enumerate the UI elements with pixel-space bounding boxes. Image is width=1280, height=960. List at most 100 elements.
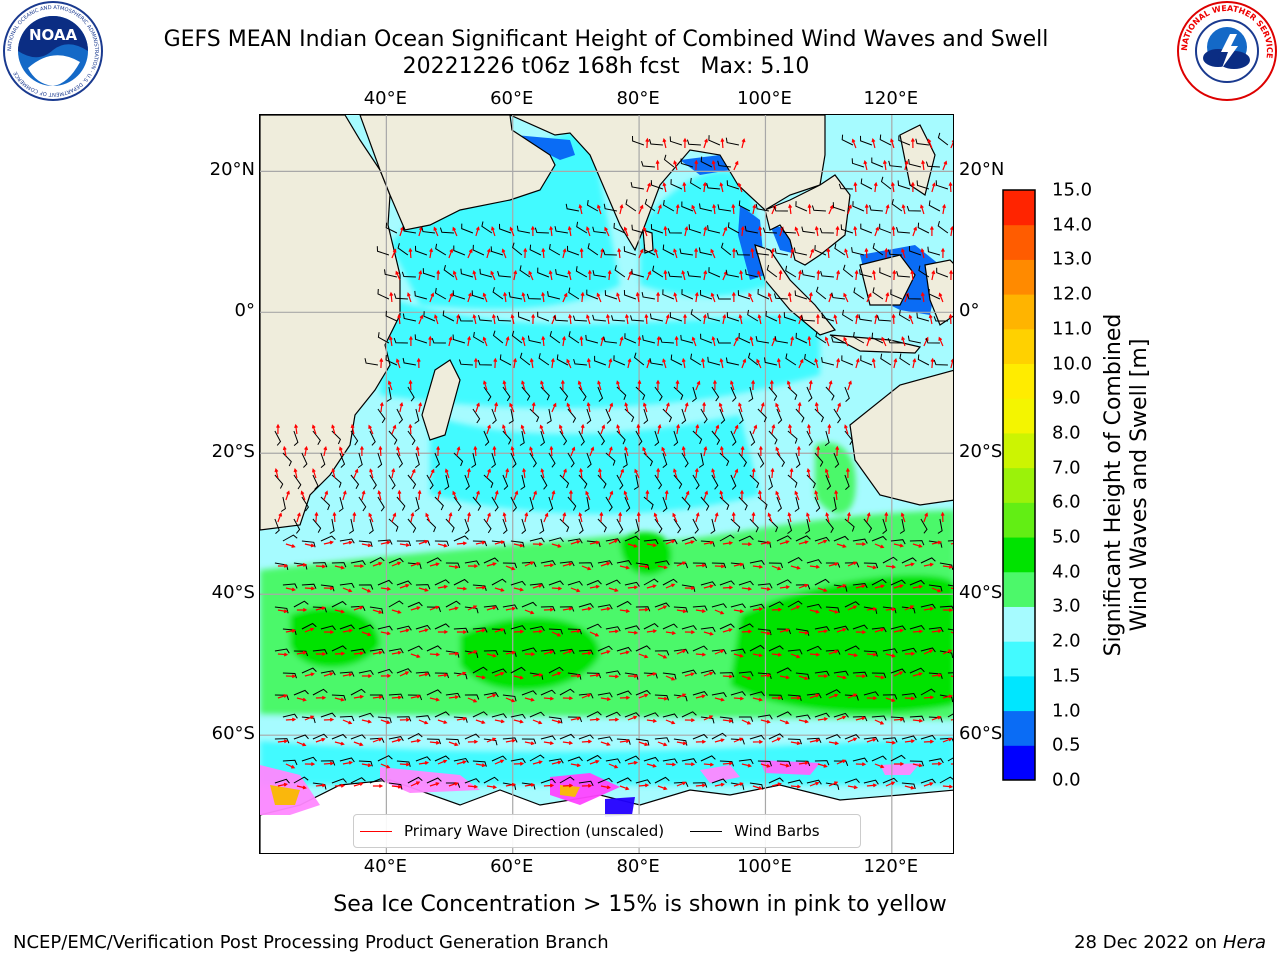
wind-barb — [662, 200, 675, 212]
wind-barb — [898, 309, 911, 322]
wind-barb — [548, 537, 564, 543]
wind-barb — [510, 496, 518, 512]
wave-direction-arrow — [494, 671, 505, 677]
wave-direction-arrow — [703, 584, 714, 589]
wave-direction-arrow — [703, 225, 708, 237]
wave-direction-arrow — [570, 587, 581, 593]
wave-direction-arrow — [282, 445, 287, 457]
wind-barb — [768, 645, 784, 652]
wave-direction-arrow — [866, 292, 872, 303]
wind-barb — [681, 584, 696, 592]
wave-direction-arrow — [562, 248, 567, 259]
wave-direction-arrow — [675, 203, 680, 215]
wind-barb — [806, 559, 822, 564]
wave-direction-arrow — [353, 605, 364, 611]
wave-direction-arrow — [429, 292, 435, 303]
wave-direction-arrow — [923, 649, 934, 655]
wave-direction-arrow — [293, 467, 298, 479]
wind-barb — [385, 310, 398, 322]
wave-direction-arrow — [361, 631, 372, 637]
wind-barb — [548, 758, 564, 764]
wave-direction-arrow — [338, 446, 344, 457]
wind-barb — [624, 712, 640, 718]
wind-barb — [916, 312, 930, 322]
wind-barb — [431, 338, 446, 344]
wind-barb — [877, 315, 891, 322]
legend-wind-barbs: Wind Barbs — [690, 822, 820, 840]
wave-direction-arrow — [408, 423, 413, 435]
wave-direction-arrow — [624, 313, 629, 325]
wave-direction-arrow — [751, 379, 756, 391]
wave-direction-arrow — [701, 357, 705, 369]
wind-barb — [471, 452, 477, 468]
wind-barb — [452, 290, 466, 300]
lon-label-bottom: 80°E — [616, 856, 660, 877]
wind-barb — [898, 135, 911, 146]
wind-barb — [821, 357, 835, 366]
wave-direction-arrow — [845, 467, 850, 479]
wind-barb — [795, 332, 808, 344]
wind-barb — [738, 580, 754, 586]
wind-barb — [605, 538, 621, 544]
wind-barb — [795, 714, 811, 720]
wave-direction-arrow — [910, 137, 915, 149]
wind-barb — [559, 606, 575, 612]
wave-direction-arrow — [437, 759, 448, 765]
wave-direction-arrow — [760, 673, 772, 678]
legend-barb-line — [690, 830, 723, 832]
wave-direction-arrow — [722, 718, 734, 723]
wave-direction-arrow — [646, 672, 657, 677]
wave-direction-arrow — [296, 512, 301, 523]
wind-barb — [492, 287, 504, 300]
wind-barb — [939, 605, 953, 610]
wave-direction-arrow — [757, 270, 762, 281]
wave-direction-arrow — [676, 561, 687, 567]
wind-barb — [407, 562, 422, 570]
wave-direction-arrow — [456, 630, 468, 635]
wind-barb — [841, 355, 854, 366]
wind-barb — [350, 688, 366, 696]
wave-direction-arrow — [760, 763, 771, 768]
wind-barb — [329, 518, 335, 534]
wave-direction-arrow — [855, 584, 866, 589]
wave-direction-arrow — [523, 247, 528, 259]
wind-barb — [301, 496, 310, 512]
wind-barb — [711, 649, 727, 655]
wind-barb — [567, 538, 583, 544]
wind-barb — [842, 264, 854, 278]
wind-barb — [690, 309, 702, 322]
wave-direction-arrow — [277, 652, 289, 657]
wind-barb — [510, 580, 526, 586]
wave-direction-arrow — [605, 313, 610, 325]
wave-direction-arrow — [931, 182, 936, 193]
wave-direction-arrow — [456, 760, 467, 765]
wave-direction-arrow — [627, 630, 639, 635]
wave-direction-arrow — [655, 159, 660, 171]
wind-barb — [787, 694, 802, 701]
wind-barb — [471, 290, 485, 300]
wave-direction-arrow — [923, 606, 935, 611]
wind-barb — [833, 625, 849, 631]
wind-barb — [445, 650, 460, 658]
wave-direction-arrow — [758, 225, 763, 237]
wave-direction-arrow — [391, 609, 402, 614]
wave-direction-arrow — [551, 760, 562, 765]
wind-barb — [654, 602, 670, 608]
wave-direction-arrow — [532, 629, 544, 634]
wave-direction-arrow — [589, 446, 595, 457]
wind-barb — [738, 332, 751, 344]
wind-barb — [568, 331, 580, 344]
wind-barb — [787, 600, 803, 608]
wind-barb — [388, 648, 404, 654]
wave-direction-arrow — [334, 697, 345, 702]
wind-barb — [700, 669, 716, 675]
wind-barb — [852, 624, 868, 630]
wave-direction-arrow — [549, 225, 553, 237]
wind-barb — [917, 222, 930, 234]
wave-direction-arrow — [389, 291, 394, 303]
wave-direction-arrow — [942, 649, 953, 655]
wave-direction-arrow — [646, 584, 657, 589]
wind-barb — [282, 583, 298, 589]
wind-barb — [597, 736, 613, 742]
wave-direction-arrow — [760, 631, 772, 636]
